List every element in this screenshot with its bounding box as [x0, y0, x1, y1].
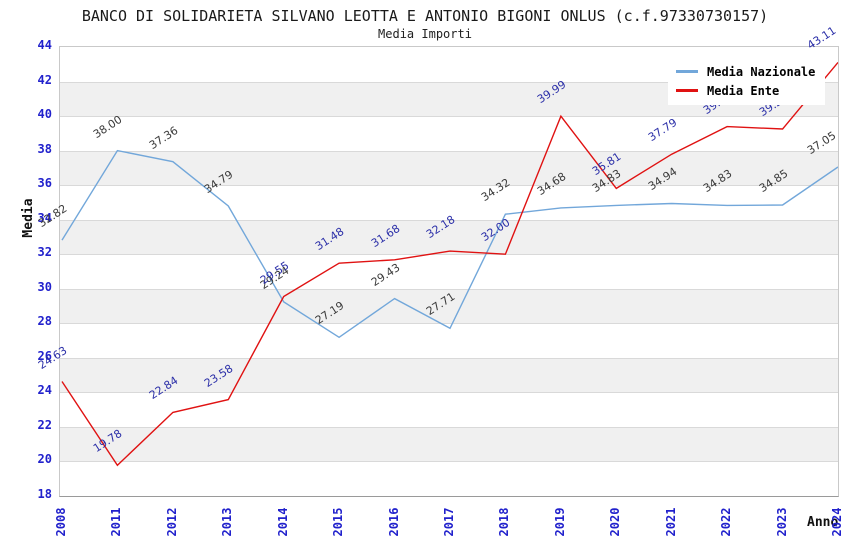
gridline [60, 82, 838, 83]
x-tick-label: 2018 [497, 507, 512, 537]
x-tick-label: 2008 [54, 507, 68, 537]
y-tick-label: 42 [37, 72, 52, 87]
x-tick-label: 2022 [719, 507, 734, 537]
background-band [60, 392, 838, 427]
background-band [60, 219, 838, 255]
plot-area [59, 46, 839, 497]
gridline [60, 461, 838, 462]
gridline [60, 289, 838, 290]
gridline [60, 185, 838, 186]
x-tick-label: 2017 [442, 507, 456, 537]
x-tick-label: 2023 [774, 507, 789, 537]
gridline [60, 427, 838, 428]
x-tick-label: 2024 [830, 507, 844, 537]
y-tick-label: 38 [37, 141, 52, 156]
y-tick-label: 20 [37, 452, 52, 467]
x-tick-label: 2021 [663, 507, 678, 537]
gridline [60, 220, 838, 221]
legend-line-swatch-nazionale [676, 70, 698, 73]
legend-item-media-ente: Media Ente [676, 81, 815, 100]
x-axis-title: Anno [807, 515, 839, 530]
background-band [60, 461, 838, 496]
x-tick-label: 2013 [220, 507, 235, 537]
y-tick-label: 32 [37, 245, 52, 260]
x-tick-label: 2011 [109, 507, 124, 537]
x-tick-label: 2015 [331, 507, 346, 537]
x-tick-label: 2012 [164, 507, 179, 537]
background-band [60, 116, 838, 151]
y-tick-label: 40 [37, 107, 52, 122]
y-tick-label: 28 [37, 314, 52, 329]
legend-line-swatch-ente [676, 89, 698, 92]
series-line-media-nazionale [61, 149, 838, 339]
y-tick-label: 22 [37, 417, 52, 432]
legend-item-media-nazionale: Media Nazionale [676, 62, 815, 81]
gridline [60, 358, 838, 359]
y-tick-label: 30 [37, 279, 52, 294]
gridline [60, 392, 838, 393]
chart-subtitle: Media Importi [378, 27, 472, 41]
y-tick-label: 36 [37, 176, 52, 191]
background-band [60, 357, 838, 393]
legend-label: Media Ente [707, 83, 780, 98]
gridline [60, 254, 838, 255]
y-tick-label: 18 [37, 487, 52, 501]
chart-title: BANCO DI SOLIDARIETA SILVANO LEOTTA E AN… [81, 7, 769, 25]
gridline [60, 151, 838, 152]
background-band [60, 185, 838, 220]
x-tick-label: 2020 [608, 507, 623, 537]
background-band [60, 150, 838, 186]
legend: Media Nazionale Media Ente [668, 57, 826, 105]
x-tick-label: 2019 [552, 507, 567, 537]
gridline [60, 116, 838, 117]
x-tick-label: 2014 [275, 507, 290, 537]
background-band [60, 254, 838, 289]
y-tick-label: 26 [37, 348, 52, 363]
gridline [60, 323, 838, 324]
background-band [60, 288, 838, 324]
y-tick-label: 44 [37, 38, 52, 52]
series-line-media-ente [61, 61, 838, 467]
y-tick-label: 34 [37, 210, 52, 225]
x-tick-label: 2016 [386, 507, 401, 537]
background-band [60, 323, 838, 358]
y-tick-label: 24 [37, 383, 52, 398]
background-band [60, 426, 838, 462]
legend-label: Media Nazionale [707, 64, 816, 79]
